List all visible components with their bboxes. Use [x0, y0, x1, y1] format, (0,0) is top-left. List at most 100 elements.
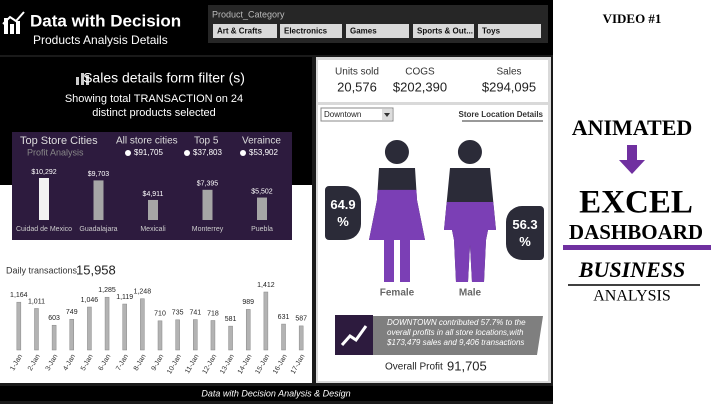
stat-value: $53,902 [249, 148, 278, 157]
data-label: $7,395 [197, 181, 219, 188]
stat-bullet [125, 150, 131, 156]
stat-label: Veraince [242, 136, 281, 147]
dropdown[interactable] [320, 107, 394, 122]
slicer-button-label: Games [350, 27, 377, 36]
male-badge: 56.3 % [506, 206, 544, 260]
data-label: 710 [154, 311, 166, 318]
kpi-value: 20,576 [337, 79, 377, 94]
note-icon-line [340, 325, 368, 346]
daily-label: Daily transactions [6, 265, 78, 275]
data-label: 1,248 [134, 289, 152, 296]
bar [193, 319, 198, 351]
promo-video: VIDEO #1 [603, 11, 662, 26]
slicer-button[interactable] [280, 24, 342, 38]
bar [228, 325, 233, 351]
kpi-value: $294,095 [482, 79, 536, 94]
figure-label: Male [459, 288, 482, 299]
figure-label: Female [380, 288, 415, 299]
bar [69, 318, 75, 351]
daily-total: 15,958 [76, 262, 116, 277]
bar [104, 296, 110, 351]
slicer-title: Product_Category [212, 9, 285, 19]
note-banner [373, 316, 543, 355]
promo-text: DASHBOARD [569, 220, 703, 244]
bar [140, 298, 145, 351]
stat-value: $91,705 [134, 148, 163, 157]
promo-text: ANALYSIS [593, 288, 671, 305]
filter-title: Sales details form filter (s) [83, 70, 245, 86]
slicer-button[interactable] [213, 24, 277, 38]
filter-text: distinct products selected [92, 107, 216, 119]
data-label: $9,703 [88, 171, 110, 178]
data-label: 1,164 [10, 292, 28, 299]
x-tick-label: Cuidad de Mexico [16, 226, 72, 233]
bar [175, 319, 180, 351]
filter-icon [76, 73, 89, 85]
stat-bullet [240, 150, 246, 156]
data-label: 1,285 [98, 287, 116, 294]
data-label: 1,011 [28, 298, 45, 305]
slicer-button[interactable] [478, 24, 541, 38]
data-label: 603 [48, 315, 60, 322]
kpi-panel [318, 60, 548, 102]
kpi-value: $202,390 [393, 79, 447, 94]
dropdown-arrow-icon [384, 113, 390, 117]
x-tick-label: Puebla [251, 226, 273, 233]
data-label: 581 [225, 316, 237, 323]
data-label: $4,911 [143, 191, 164, 198]
slicer-button[interactable] [346, 24, 409, 38]
promo-arrow [619, 145, 645, 174]
bar [39, 178, 49, 220]
figure-fill [369, 189, 425, 282]
slicer-button-label: Toys [482, 27, 501, 36]
x-tick-label: Mexicali [140, 226, 166, 233]
filter-text: Showing total TRANSACTION on 24 [65, 93, 243, 105]
footer-text: Data with Decision Analysis & Design [201, 388, 350, 398]
data-label: 735 [172, 310, 184, 317]
data-label: $5,502 [251, 188, 273, 195]
data-label: 1,046 [81, 297, 99, 304]
bar [122, 303, 127, 351]
slicer-button-label: Art & Crafts [217, 27, 262, 36]
data-label: 1,119 [116, 294, 133, 301]
kpi-label: COGS [405, 67, 435, 78]
x-tick-label: Monterrey [192, 226, 224, 233]
bar [298, 325, 304, 351]
bar [51, 324, 57, 351]
data-label: 631 [278, 314, 290, 321]
figure-fill [444, 202, 496, 282]
promo-underline [563, 245, 711, 250]
bar [148, 199, 158, 220]
profit-label: Overall Profit [385, 362, 443, 373]
stat-bullet [184, 150, 190, 156]
app-title: Data with Decision [30, 11, 181, 30]
data-label: 741 [189, 309, 201, 316]
data-label: 718 [207, 310, 219, 317]
x-tick-label: Guadalajara [79, 226, 117, 233]
bar [281, 323, 286, 351]
location-link[interactable]: Store Location Details [459, 110, 544, 119]
bar [87, 306, 92, 351]
slicer-button[interactable] [413, 24, 474, 38]
bar [16, 301, 22, 351]
note-text: DOWNTOWN contributed 57.7% to the overal… [387, 318, 526, 347]
bar [210, 320, 216, 351]
promo-text: BUSINESS [578, 257, 685, 282]
bar [245, 309, 251, 351]
stat-value: $37,803 [193, 148, 222, 157]
dropdown-value: Downtown [324, 110, 361, 119]
footer [0, 386, 553, 401]
data-label: 989 [242, 299, 254, 306]
profit-title: Top Store Cities [20, 135, 98, 147]
profit-panel [12, 132, 292, 240]
data-label: 587 [295, 316, 307, 323]
profit-value: 91,705 [447, 358, 487, 373]
logo [2, 11, 25, 34]
promo-text: EXCEL [579, 185, 693, 221]
bar [157, 320, 163, 351]
bar [93, 180, 104, 220]
note-icon [335, 315, 373, 355]
female-badge: 64.9 % [325, 186, 361, 240]
bar [202, 189, 213, 220]
